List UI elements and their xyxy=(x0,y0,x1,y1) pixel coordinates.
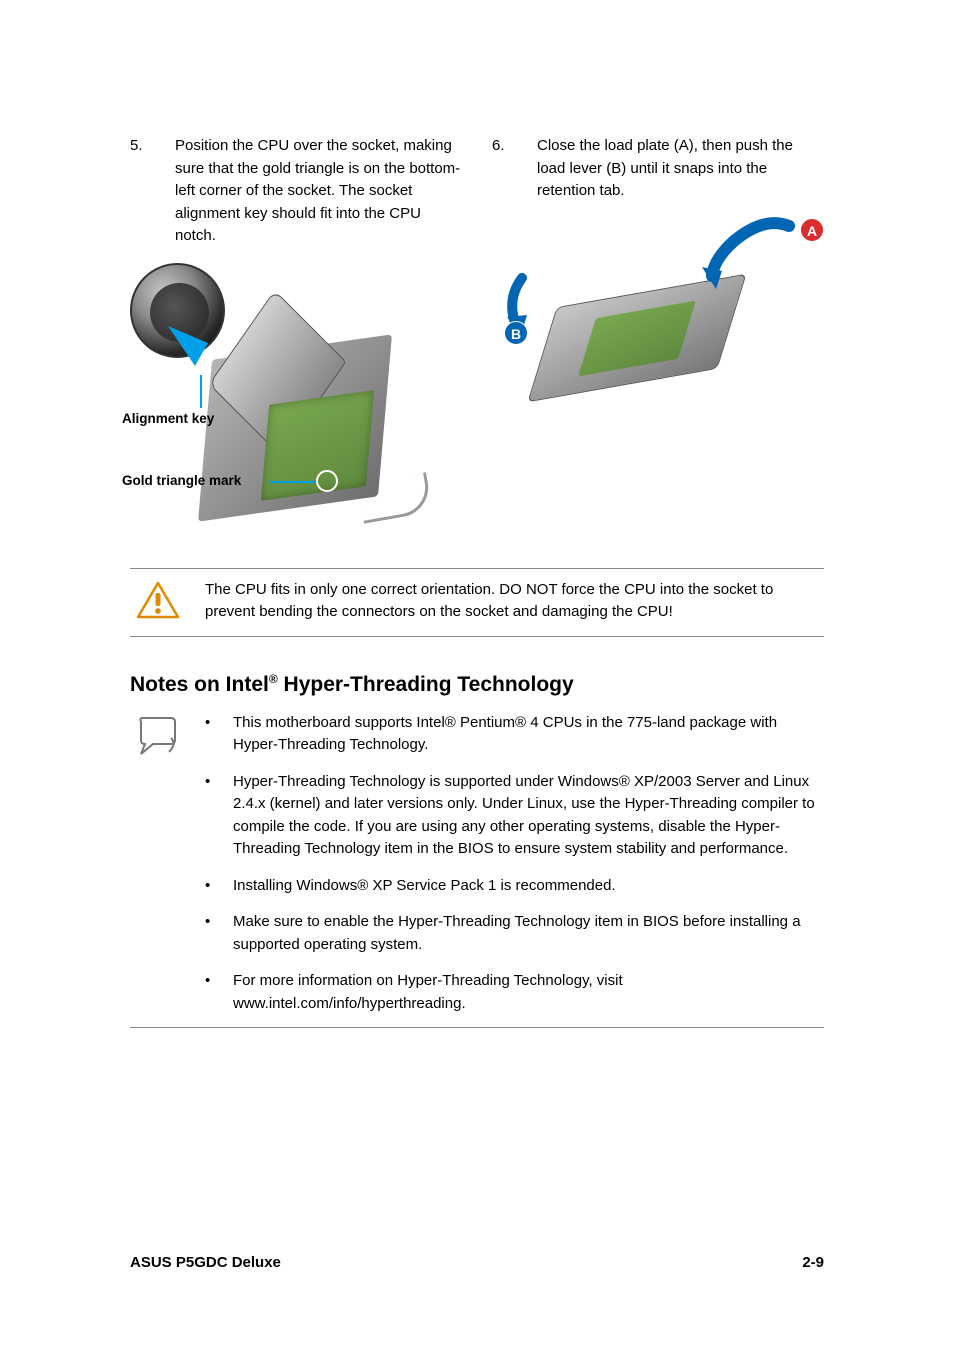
bullet-icon: • xyxy=(205,712,215,757)
page-footer: ASUS P5GDC Deluxe 2-9 xyxy=(130,1254,824,1271)
step-number: 5. xyxy=(130,135,155,248)
bullet-icon: • xyxy=(205,911,215,956)
alignment-leader-line xyxy=(200,375,202,408)
page: 5. Position the CPU over the socket, mak… xyxy=(0,0,954,1351)
footer-right: 2-9 xyxy=(802,1254,824,1271)
alignment-key-label: Alignment key xyxy=(122,411,214,426)
steps-columns: 5. Position the CPU over the socket, mak… xyxy=(130,135,824,543)
step-5: 5. Position the CPU over the socket, mak… xyxy=(130,135,462,248)
list-item: • Make sure to enable the Hyper-Threading… xyxy=(205,911,824,956)
list-item: • This motherboard supports Intel® Pentiu… xyxy=(205,712,824,757)
gold-triangle-marker xyxy=(316,470,338,492)
step-text: Close the load plate (A), then push the … xyxy=(537,135,824,203)
socket-illustration xyxy=(185,328,430,538)
caution-text: The CPU fits in only one correct orienta… xyxy=(205,579,824,624)
gold-triangle-label: Gold triangle mark xyxy=(122,473,241,488)
caution-callout: The CPU fits in only one correct orienta… xyxy=(130,568,824,637)
list-item: • For more information on Hyper-Threading… xyxy=(205,970,824,1015)
list-item: •Hyper-Threading Technology is supported… xyxy=(205,771,824,861)
bullet-icon: • xyxy=(205,875,215,898)
label-A-badge: A xyxy=(800,218,824,242)
list-item: • Installing Windows® XP Service Pack 1 i… xyxy=(205,875,824,898)
magnifier-leader xyxy=(160,318,215,373)
figure-cpu-alignment: Alignment key Gold triangle mark xyxy=(130,263,462,543)
column-step-6: 6. Close the load plate (A), then push t… xyxy=(492,135,824,543)
note-text: For more information on Hyper-Threading … xyxy=(233,970,824,1015)
bullet-icon: • xyxy=(205,970,215,1015)
note-text: Installing Windows® XP Service Pack 1 is… xyxy=(233,875,616,898)
note-text: This motherboard supports Intel® Pentium… xyxy=(233,712,824,757)
gold-leader-line xyxy=(270,481,315,483)
arc-arrow-A xyxy=(684,211,804,301)
bullet-icon: • xyxy=(205,771,215,861)
step-number: 6. xyxy=(492,135,517,203)
note-text: Hyper-Threading Technology is supported … xyxy=(233,771,824,861)
footer-left: ASUS P5GDC Deluxe xyxy=(130,1254,281,1271)
section-heading: Notes on Intel® Hyper-Threading Technolo… xyxy=(130,672,824,697)
note-icon xyxy=(130,712,185,1016)
registered-mark: ® xyxy=(269,672,278,686)
heading-prefix: Notes on Intel xyxy=(130,673,269,696)
notes-callout: • This motherboard supports Intel® Pentiu… xyxy=(130,712,824,1029)
caution-icon xyxy=(130,579,185,621)
step-text: Position the CPU over the socket, making… xyxy=(175,135,462,248)
notes-list: • This motherboard supports Intel® Pentiu… xyxy=(205,712,824,1016)
heading-suffix: Hyper-Threading Technology xyxy=(278,673,574,696)
column-step-5: 5. Position the CPU over the socket, mak… xyxy=(130,135,462,543)
figure-close-load-plate: A B xyxy=(492,223,824,423)
label-B-badge: B xyxy=(504,321,528,345)
step-6: 6. Close the load plate (A), then push t… xyxy=(492,135,824,203)
note-text: Make sure to enable the Hyper-Threading … xyxy=(233,911,824,956)
